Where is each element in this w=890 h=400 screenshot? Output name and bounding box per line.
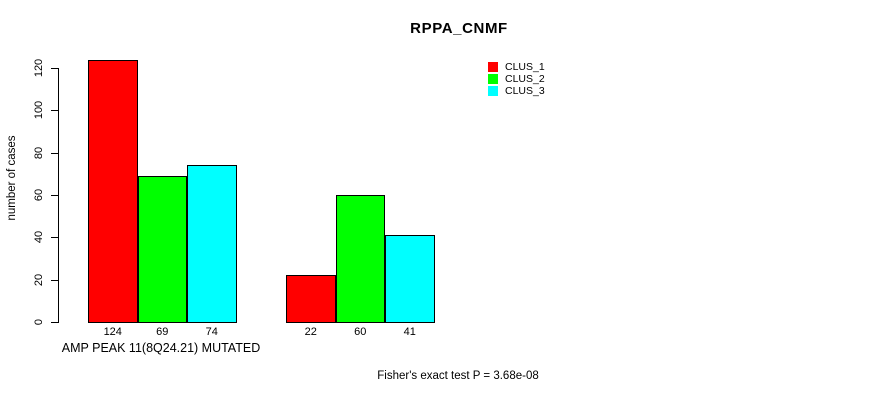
- y-axis-tick: [51, 195, 58, 196]
- y-axis-tick: [51, 110, 58, 112]
- bar-clus_2-group1: [137, 175, 187, 323]
- y-tick-label: 100: [33, 101, 45, 120]
- chart-title: RPPA_CNMF: [410, 20, 508, 37]
- legend: CLUS_1 CLUS_2 CLUS_3: [488, 61, 545, 97]
- fisher-test-note: Fisher's exact test P = 3.68e-08: [377, 370, 539, 382]
- y-axis-line: [58, 68, 59, 323]
- y-tick-label: 0: [33, 318, 45, 326]
- bar-value-label: 60: [354, 325, 367, 338]
- y-axis-tick: [51, 279, 58, 281]
- bar-clus_3-group2: [385, 235, 435, 323]
- y-axis-tick: [51, 237, 58, 239]
- bar-clus_1-group2: [286, 275, 336, 323]
- y-tick-label: 20: [33, 273, 45, 286]
- y-axis-tick: [51, 68, 58, 69]
- bar-value-label: 69: [156, 325, 169, 338]
- bar-clus_3-group1: [187, 165, 237, 323]
- y-tick-label: 120: [33, 58, 45, 78]
- bar-clus_1-group1: [88, 59, 138, 323]
- y-axis-tick: [51, 152, 58, 154]
- legend-label: CLUS_3: [505, 85, 545, 97]
- legend-item-clus_1: CLUS_1: [488, 61, 545, 73]
- y-axis-tick: [51, 322, 58, 323]
- legend-label: CLUS_1: [505, 61, 545, 73]
- y-axis-label: number of cases: [6, 135, 18, 221]
- bar-value-label: 74: [205, 325, 218, 338]
- legend-label: CLUS_2: [505, 73, 545, 85]
- bar-clus_2-group2: [335, 195, 385, 323]
- legend-item-clus_3: CLUS_3: [488, 85, 545, 97]
- bar-value-label: 41: [403, 325, 416, 338]
- y-tick-label: 40: [33, 231, 45, 244]
- legend-swatch-icon: [488, 74, 498, 84]
- legend-swatch-icon: [488, 62, 498, 72]
- x-axis-label: AMP PEAK 11(8Q24.21) MUTATED: [61, 341, 261, 355]
- bar-value-label: 124: [103, 325, 122, 338]
- legend-swatch-icon: [488, 86, 498, 96]
- y-tick-label: 60: [33, 188, 45, 202]
- legend-item-clus_2: CLUS_2: [488, 73, 545, 85]
- bar-value-label: 22: [304, 325, 317, 338]
- y-tick-label: 80: [33, 146, 45, 159]
